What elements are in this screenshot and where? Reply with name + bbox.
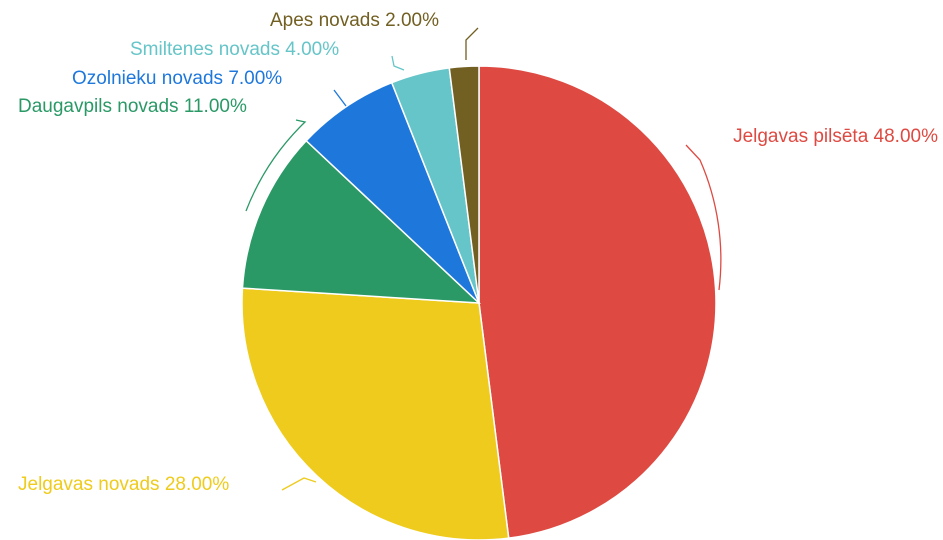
slice-apes-novads [448, 65, 480, 304]
slice-ozolnieku-novads [305, 81, 480, 304]
label-ozolnieku-novads: Ozolnieku novads 7.00% [72, 68, 282, 89]
leader-ozolnieku-novads [333, 89, 347, 107]
pie-slices [241, 65, 717, 540]
slice-jelgavas-novads [241, 287, 510, 540]
slice-daugavpils-novads [241, 139, 482, 304]
leader-daugavpils-novads [245, 119, 307, 212]
label-jelgavas-pilseta: Jelgavas pilsēta 48.00% [733, 126, 938, 147]
leader-jelgavas-novads [281, 477, 317, 491]
label-smiltenes-novads: Smiltenes novads 4.00% [130, 39, 339, 60]
label-jelgavas-novads: Jelgavas novads 28.00% [18, 474, 229, 495]
leader-jelgavas-pilseta [685, 144, 722, 291]
leader-apes-novads [465, 27, 479, 60]
slice-labels: Jelgavas pilsēta 48.00% Jelgavas novads … [18, 10, 938, 495]
slice-jelgavas-pilseta [478, 65, 717, 539]
leader-smiltenes-novads [391, 55, 405, 71]
leader-lines [245, 27, 722, 491]
label-daugavpils-novads: Daugavpils novads 11.00% [18, 96, 247, 117]
label-apes-novads: Apes novads 2.00% [270, 10, 439, 31]
